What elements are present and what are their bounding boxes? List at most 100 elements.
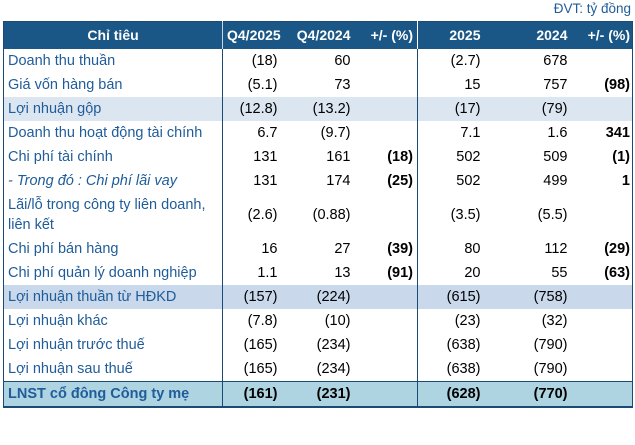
row-label: - Trong đó : Chi phí lãi vay [3,169,223,193]
value-cell [354,333,418,357]
value-cell: (23) [417,309,485,333]
table-header-row: Chỉ tiêu Q4/2025 Q4/2024 +/- (%) 2025 20… [3,21,633,49]
value-cell: (18) [354,145,418,169]
value-cell: (10) [281,309,355,333]
value-cell: 112 [484,237,572,261]
value-cell [571,97,633,121]
value-cell [571,357,633,382]
value-cell: (0.88) [281,193,355,237]
value-cell: (2.6) [222,193,282,237]
row-label: Lợi nhuận trước thuế [3,333,223,357]
value-cell: 15 [417,73,485,97]
value-cell [571,381,633,407]
value-cell: (3.5) [417,193,485,237]
value-cell: (615) [417,285,485,309]
value-cell: (98) [571,73,633,97]
column-header-2025: 2025 [417,21,485,49]
value-cell: (638) [417,333,485,357]
row-label: Doanh thu hoạt động tài chính [3,121,223,145]
value-cell: (790) [484,357,572,382]
table-row: Lợi nhuận gộp (12.8) (13.2) (17) (79) [3,97,633,121]
table-row: LNST cổ đông Công ty mẹ (161) (231) (628) (7… [3,381,633,407]
row-label: Chi phí bán hàng [3,237,223,261]
financial-table: Chỉ tiêu Q4/2025 Q4/2024 +/- (%) 2025 20… [3,21,633,408]
table-row: Lợi nhuận khác (7.8) (10) (23) (32) [3,309,633,333]
row-label: Doanh thu thuần [3,49,223,73]
value-cell [354,193,418,237]
value-cell: (234) [281,333,355,357]
table-row: Lãi/lỗ trong công ty liên doanh, liên kế… [3,193,633,237]
row-label: Lợi nhuận thuần từ HĐKD [3,285,223,309]
value-cell: (79) [484,97,572,121]
value-cell: 60 [281,49,355,73]
value-cell [354,97,418,121]
value-cell: (18) [222,49,282,73]
value-cell: 1.1 [222,261,282,285]
value-cell [571,333,633,357]
column-header-year-change-pct: +/- (%) [571,21,633,49]
value-cell: (2.7) [417,49,485,73]
value-cell: (13.2) [281,97,355,121]
value-cell: 341 [571,121,633,145]
row-label: Lợi nhuận khác [3,309,223,333]
value-cell: 20 [417,261,485,285]
value-cell: 678 [484,49,572,73]
value-cell: (32) [484,309,572,333]
value-cell: 131 [222,145,282,169]
table-body: Doanh thu thuần (18) 60 (2.7) 678 Giá vốn hàn… [3,49,633,407]
row-label: Lợi nhuận gộp [3,97,223,121]
row-label: Giá vốn hàng bán [3,73,223,97]
row-label: LNST cổ đông Công ty mẹ [3,381,223,407]
value-cell: 73 [281,73,355,97]
value-cell: (29) [571,237,633,261]
value-cell: (165) [222,333,282,357]
value-cell: 7.1 [417,121,485,145]
value-cell: (1) [571,145,633,169]
value-cell: (790) [484,333,572,357]
value-cell: (157) [222,285,282,309]
row-label: Chi phí quản lý doanh nghiệp [3,261,223,285]
table-row: Doanh thu hoạt động tài chính 6.7 (9.7) 7.1… [3,121,633,145]
value-cell: (12.8) [222,97,282,121]
value-cell [571,193,633,237]
value-cell: (9.7) [281,121,355,145]
value-cell: 509 [484,145,572,169]
table-row: Chi phí tài chính 131 161 (18) 502 509 (1) [3,145,633,169]
value-cell [354,357,418,382]
table-row: Giá vốn hàng bán (5.1) 73 15 757 (98) [3,73,633,97]
value-cell: 80 [417,237,485,261]
row-label: Chi phí tài chính [3,145,223,169]
value-cell: (25) [354,169,418,193]
value-cell: (39) [354,237,418,261]
table-row: Lợi nhuận sau thuế (165) (234) (638) (790) [3,357,633,382]
value-cell: (5.1) [222,73,282,97]
value-cell: (770) [484,381,572,407]
value-cell: 502 [417,145,485,169]
value-cell: (5.5) [484,193,572,237]
value-cell: (234) [281,357,355,382]
value-cell: 757 [484,73,572,97]
value-cell: 55 [484,261,572,285]
value-cell: (231) [281,381,355,407]
value-cell [354,285,418,309]
value-cell: (638) [417,357,485,382]
value-cell: (7.8) [222,309,282,333]
row-label: Lãi/lỗ trong công ty liên doanh, liên kế… [3,193,223,237]
table-row: Chi phí bán hàng 16 27 (39) 80 112 (29) [3,237,633,261]
value-cell [571,285,633,309]
value-cell: 161 [281,145,355,169]
value-cell: (17) [417,97,485,121]
unit-label: ĐVT: tỷ đồng [553,1,631,16]
value-cell: (161) [222,381,282,407]
value-cell: 27 [281,237,355,261]
value-cell: (628) [417,381,485,407]
value-cell [354,381,418,407]
row-label: Lợi nhuận sau thuế [3,357,223,382]
value-cell: 499 [484,169,572,193]
value-cell [354,309,418,333]
value-cell: 13 [281,261,355,285]
column-header-q4-2025: Q4/2025 [222,21,282,49]
value-cell: 1.6 [484,121,572,145]
table-row: - Trong đó : Chi phí lãi vay 131 174 (25) 50… [3,169,633,193]
